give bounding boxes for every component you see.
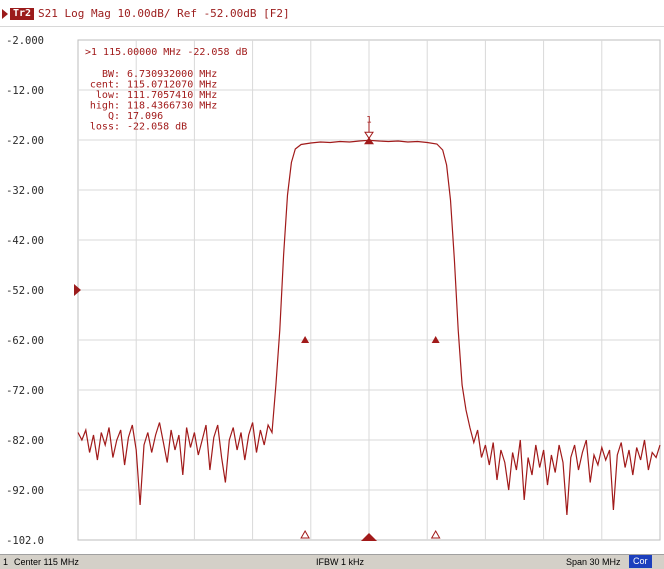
y-tick-label: -72.00 bbox=[6, 385, 44, 397]
trace-header: Tr2 S21 Log Mag 10.00dB/ Ref -52.00dB [F… bbox=[0, 0, 664, 27]
status-bar: 1 Center 115 MHz IFBW 1 kHz Span 30 MHz … bbox=[0, 554, 664, 569]
trace-badge[interactable]: Tr2 bbox=[10, 8, 35, 20]
marker-number: 1 bbox=[366, 115, 371, 125]
bottom-marker-open bbox=[430, 529, 441, 539]
readout-label: loss: bbox=[90, 122, 120, 133]
readout-value: 115.0712070 MHz bbox=[127, 80, 217, 91]
readout-value: 111.7057410 MHz bbox=[127, 90, 217, 101]
y-tick-labels: -2.000 -12.00 -22.00 -32.00 -42.00 -52.00 -62.… bbox=[6, 35, 81, 547]
y-tick-label: -2.000 bbox=[6, 35, 44, 47]
readout-value: 17.096 bbox=[127, 111, 163, 122]
marker-line: >1 115.00000 MHz -22.058 dB bbox=[85, 47, 248, 58]
readout-label: Q: bbox=[108, 111, 120, 122]
y-tick-label: -42.00 bbox=[6, 235, 44, 247]
y-tick-label: -92.00 bbox=[6, 485, 44, 497]
readout-label: high: bbox=[90, 101, 120, 112]
bottom-marker-open bbox=[300, 529, 310, 539]
readout-label: cent: bbox=[90, 80, 120, 91]
frequency-span[interactable]: Span 30 MHz bbox=[566, 557, 621, 567]
if-bandwidth[interactable]: IFBW 1 kHz bbox=[316, 557, 365, 567]
y-tick-label: -12.00 bbox=[6, 85, 44, 97]
bottom-marker-filled bbox=[361, 533, 377, 541]
bandwidth-marker-triangle bbox=[431, 336, 440, 343]
marker-layer: 1 bbox=[300, 115, 441, 541]
y-tick-label: -22.00 bbox=[6, 135, 44, 147]
readout-label: low: bbox=[96, 90, 120, 101]
correction-badge[interactable]: Cor bbox=[629, 555, 652, 568]
readout-value: -22.058 dB bbox=[127, 122, 187, 133]
marker-filled-triangle bbox=[364, 137, 374, 145]
active-trace-caret-icon bbox=[2, 9, 8, 19]
y-tick-label: -32.00 bbox=[6, 185, 44, 197]
y-tick-label: -62.00 bbox=[6, 335, 44, 347]
y-tick-label: -52.00 bbox=[6, 285, 44, 297]
y-tick-label: -102.0 bbox=[6, 535, 44, 547]
y-tick-label: -82.00 bbox=[6, 435, 44, 447]
readout-value: 118.4366730 MHz bbox=[127, 101, 217, 112]
channel-number[interactable]: 1 bbox=[3, 557, 9, 567]
trace-title: S21 Log Mag 10.00dB/ Ref -52.00dB [F2] bbox=[38, 7, 290, 20]
center-frequency[interactable]: Center 115 MHz bbox=[14, 557, 79, 567]
readout-value: 6.730932000 MHz bbox=[127, 69, 217, 80]
bandwidth-marker-triangle bbox=[301, 336, 310, 343]
s21-plot[interactable]: -2.000 -12.00 -22.00 -32.00 -42.00 -52.00 -62.… bbox=[0, 26, 664, 554]
reference-level-arrow-icon bbox=[74, 284, 81, 296]
readout-label: BW: bbox=[102, 69, 120, 80]
marker-readout: >1 115.00000 MHz -22.058 dB BW: 6.73093200… bbox=[85, 47, 248, 133]
